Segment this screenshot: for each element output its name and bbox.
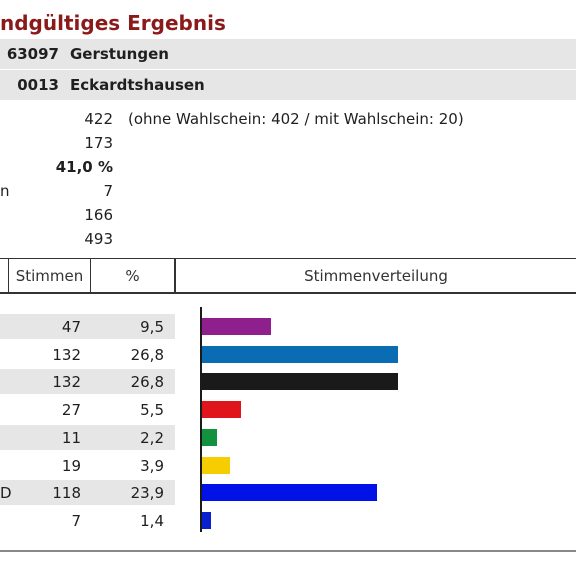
header-stimmen: Stimmen [15,267,84,285]
table-row: 132 26,8 [0,369,576,396]
prozent-value: 2,2 [140,429,164,447]
vote-bar [201,429,218,446]
prozent-value: 26,8 [130,373,164,391]
vote-bar [201,512,212,529]
stat-row: 493 [0,228,576,251]
header-separator [90,259,91,293]
stat-value: 173 [84,134,113,152]
stat-value: 493 [84,230,113,248]
ort-row: 0013 Eckardtshausen [0,70,576,100]
stat-row: 422 (ohne Wahlschein: 402 / mit Wahlschei… [0,108,576,131]
prozent-value: 3,9 [140,457,164,475]
table-row: 47 9,5 [0,314,576,341]
header-prozent: % [125,267,140,285]
table-bottom-border [0,550,576,552]
prozent-value: 9,5 [140,318,164,336]
header-verteilung: Stimmenverteilung [304,267,448,285]
vote-bar [201,373,398,390]
row-background [0,369,175,394]
table-row: 27 5,5 [0,397,576,424]
prozent-value: 23,9 [130,484,164,502]
vote-bar [201,484,377,501]
stat-row: 173 [0,132,576,155]
stat-note: (ohne Wahlschein: 402 / mit Wahlschein: … [128,110,464,128]
header-separator [174,259,176,293]
stimmen-value: 132 [52,373,81,391]
stat-value: 7 [103,182,113,200]
table-row: D 118 23,9 [0,480,576,507]
vote-bar [201,401,242,418]
stat-label: n [0,182,10,200]
stimmen-value: 118 [52,484,81,502]
stimmen-value: 7 [71,512,81,530]
vote-bar [201,318,271,335]
stat-value: 166 [84,206,113,224]
table-row: 11 2,2 [0,425,576,452]
row-background [0,314,175,339]
page-title: ndgültiges Ergebnis [0,11,226,35]
stimmen-value: 132 [52,346,81,364]
prozent-value: 5,5 [140,401,164,419]
table-row: 19 3,9 [0,453,576,480]
row-background [0,425,175,450]
table-row: 132 26,8 [0,342,576,369]
header-separator [8,259,9,293]
prozent-value: 1,4 [140,512,164,530]
ort-code: 0013 [17,76,59,94]
stat-row: 166 [0,204,576,227]
ort-name: Eckardtshausen [70,76,205,94]
row-background [0,480,175,505]
stimmen-value: 27 [61,401,81,419]
kreis-code: 63097 [6,45,59,63]
stat-value: 422 [84,110,113,128]
stat-value: 41,0 % [55,158,113,176]
kreis-name: Gerstungen [70,45,169,63]
chart-axis [200,307,202,532]
prozent-value: 26,8 [130,346,164,364]
vote-bar [201,346,398,363]
party-label: D [0,484,12,502]
kreis-row: 63097 Gerstungen [0,39,576,69]
table-row: 7 1,4 [0,508,576,535]
results-table-header: Stimmen % Stimmenverteilung [0,258,576,294]
vote-bar [201,457,230,474]
stimmen-value: 11 [61,429,81,447]
stimmen-value: 47 [61,318,81,336]
stat-row: 41,0 % [0,156,576,179]
stimmen-value: 19 [61,457,81,475]
